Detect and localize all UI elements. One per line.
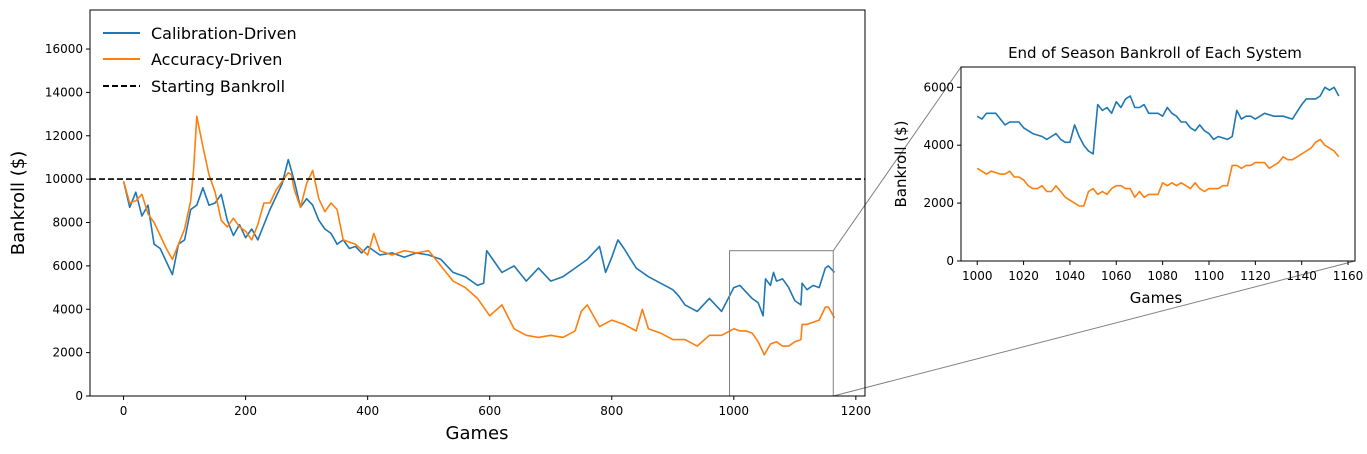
inset-y-tick-label: 2000 [923,196,954,210]
inset-x-axis-label: Games [1130,289,1183,307]
main-y-tick-label: 16000 [45,42,83,56]
inset-x-tick-label: 1060 [1101,269,1132,283]
zoom-connector-top [832,66,962,251]
main-y-tick-label: 0 [75,389,83,403]
inset-y-tick-label: 0 [946,254,954,268]
main-x-axis-label: Games [446,423,509,444]
legend-label-calibration: Calibration-Driven [151,24,297,43]
zoom-region-box [729,250,834,397]
inset-chart: End of Season Bankroll of Each System 10… [892,44,1363,307]
main-x-tick-label: 1200 [841,404,872,418]
inset-x-tick-label: 1100 [1194,269,1225,283]
main-y-axis-label: Bankroll ($) [8,151,29,255]
main-plot-frame [89,9,866,397]
inset-x-ticks: 1000 1020 1040 1060 1080 1100 1120 1140 1160 [962,261,1363,283]
inset-title: End of Season Bankroll of Each System [1008,44,1302,62]
inset-x-tick-label: 1080 [1147,269,1178,283]
main-x-tick-label: 600 [478,404,501,418]
main-y-tick-label: 14000 [45,85,83,99]
inset-x-tick-label: 1020 [1008,269,1039,283]
zoom-connector-bottom [833,260,1356,397]
main-y-tick-label: 6000 [52,259,83,273]
inset-series-accuracy-driven [976,138,1340,207]
main-x-tick-label: 200 [234,404,257,418]
main-y-tick-label: 12000 [45,129,83,143]
main-x-tick-label: 400 [356,404,379,418]
main-x-tick-label: 0 [120,404,128,418]
main-y-tick-label: 10000 [45,172,83,186]
main-y-tick-label: 8000 [52,216,83,230]
inset-x-tick-label: 1040 [1055,269,1086,283]
main-series-accuracy-driven [122,115,836,356]
zoom-connectors [832,66,1356,397]
inset-series-calibration-driven [976,86,1340,155]
inset-series-layer [976,86,1340,207]
main-y-tick-label: 4000 [52,302,83,316]
main-series-calibration-driven [122,158,836,317]
inset-y-tick-label: 6000 [923,80,954,94]
inset-y-ticks: 0 2000 4000 6000 [923,80,961,268]
inset-x-tick-label: 1120 [1240,269,1271,283]
inset-y-axis-label: Bankroll ($) [892,120,910,207]
main-x-tick-label: 1000 [719,404,750,418]
legend-label-accuracy: Accuracy-Driven [151,50,282,69]
inset-x-tick-label: 1140 [1286,269,1317,283]
main-series-layer [90,115,865,356]
legend-label-starting: Starting Bankroll [151,77,285,96]
legend: Calibration-Driven Accuracy-Driven Start… [103,24,297,96]
main-chart: 0 200 400 600 800 1000 1200 0 2000 4000 6000 8000 1… [8,9,871,444]
inset-y-tick-label: 4000 [923,138,954,152]
inset-x-tick-label: 1000 [962,269,993,283]
inset-x-tick-label: 1160 [1333,269,1364,283]
inset-plot-frame [960,66,1356,262]
main-y-tick-label: 2000 [52,346,83,360]
main-x-ticks: 0 200 400 600 800 1000 1200 [120,396,871,418]
main-x-tick-label: 800 [600,404,623,418]
main-y-ticks: 0 2000 4000 6000 8000 10000 12000 14000 16000 [45,42,90,403]
